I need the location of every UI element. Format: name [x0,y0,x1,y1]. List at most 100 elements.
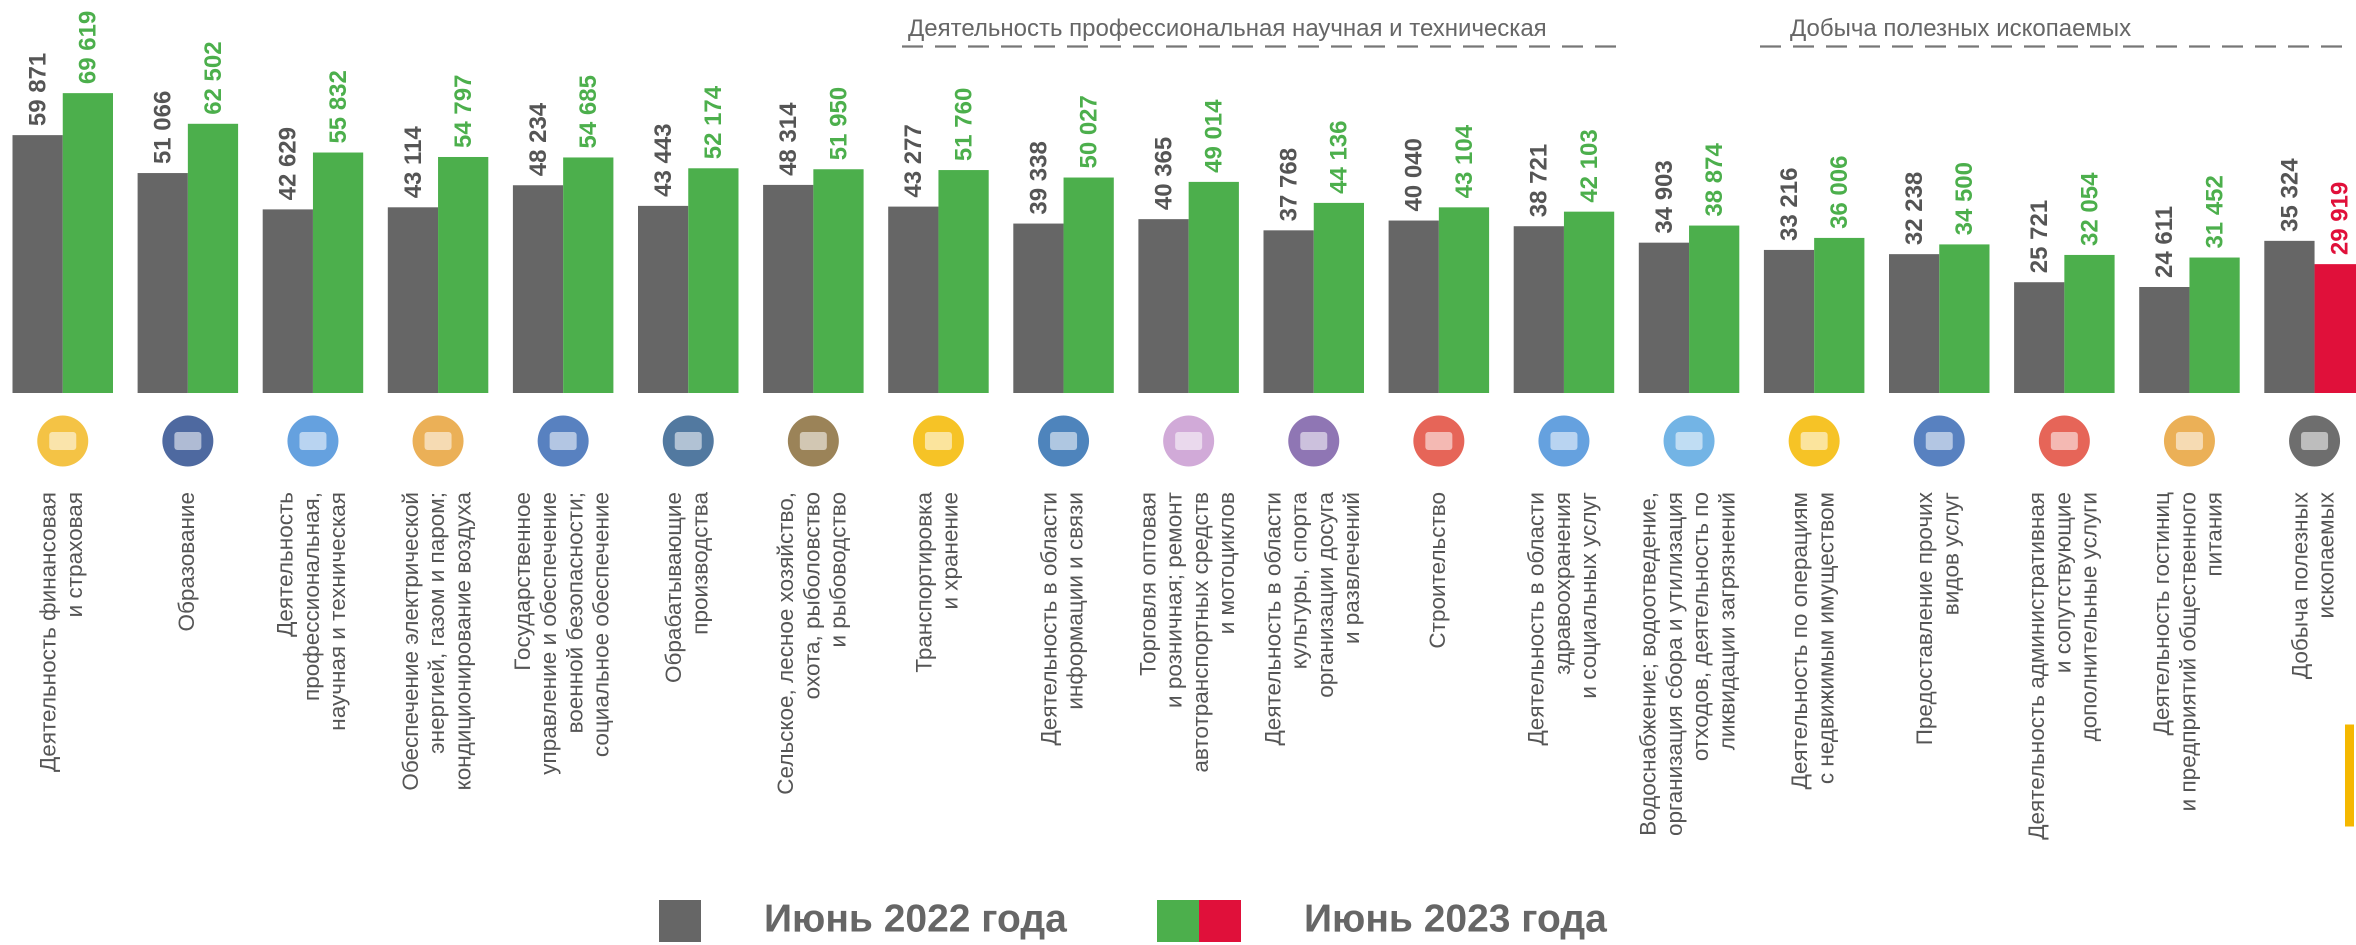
bar [63,93,113,393]
category-label: Деятельность в областикультуры, спортаор… [1260,492,1364,746]
value-label: 36 006 [1826,156,1853,229]
value-label: 43 277 [900,124,927,197]
icon [1676,432,1703,450]
legend-label: Июнь 2023 года [1304,897,1607,940]
category-label: Добыча полезныхископаемых [2287,491,2338,679]
value-label: 31 452 [2201,175,2228,248]
category-label: Деятельность финансоваяи страховая [36,492,87,772]
category-label: Государственноеуправление и обеспечениев… [510,492,614,775]
category-label: Сельское, лесное хозяйство,охота, рыболо… [773,492,850,795]
bar [1013,224,1063,393]
value-label: 42 103 [1576,129,1603,202]
bar [2064,255,2114,393]
bar [513,185,563,393]
value-label: 37 768 [1275,148,1302,221]
value-label: 43 104 [1451,124,1478,198]
value-label: 43 443 [650,123,677,196]
bar [563,157,613,393]
bar [1189,182,1239,393]
icon [1175,432,1202,450]
bar [2014,282,2064,393]
icon [425,432,452,450]
value-label: 59 871 [24,53,51,126]
bar [688,168,738,393]
bar [13,135,63,393]
bar [1514,226,1564,393]
value-label: 34 903 [1651,160,1678,233]
value-label: 50 027 [1076,95,1103,168]
icon [675,432,702,450]
icon [2051,432,2078,450]
legend-swatch [659,900,701,942]
category-label: Образование [174,492,199,631]
category-label: Обрабатывающиепроизводства [661,492,712,683]
bar [2189,258,2239,393]
icon [925,432,952,450]
chart: Деятельность профессиональная научная и … [0,0,2356,945]
category-label: Строительство [1425,492,1450,649]
value-label: 52 174 [700,85,727,159]
decor [2345,725,2354,827]
bar [1389,221,1439,393]
icon [2176,432,2203,450]
value-label: 69 619 [75,11,102,84]
legend-swatch [1199,900,1241,942]
bar [638,206,688,393]
icon [174,432,201,450]
legend-swatch [1157,900,1199,942]
value-label: 38 874 [1701,143,1728,217]
value-label: 43 114 [400,126,427,199]
bar [2139,287,2189,393]
value-label: 35 324 [2276,158,2303,232]
value-label: 34 500 [1951,162,1978,235]
category-label: Водоснабжение; водоотведение,организация… [1636,492,1740,836]
bar [1564,212,1614,393]
bar [938,170,988,393]
value-label: 33 216 [1776,168,1803,241]
icon [49,432,76,450]
icon [1550,432,1577,450]
icon [1050,432,1077,450]
value-label: 40 040 [1401,138,1428,211]
legend-label: Июнь 2022 года [764,897,1067,940]
bar [1639,243,1689,393]
bar [2315,264,2356,393]
bar [763,185,813,393]
bar [1764,250,1814,393]
value-label: 40 365 [1150,137,1177,210]
category-label: Деятельность в областиинформации и связи [1036,492,1087,745]
annotation: Добыча полезных ископаемых [1790,15,2131,42]
icon [1801,432,1828,450]
value-label: 32 054 [2076,172,2103,246]
category-label: Деятельность административнаяи сопутству… [2024,492,2102,840]
category-label: Торговля оптоваяи розничная; ремонтавтот… [1135,492,1239,773]
icon [299,432,326,450]
value-label: 24 611 [2151,206,2178,278]
bar [1439,207,1489,393]
bar [188,124,238,393]
category-label: Транспортировкаи хранение [911,492,962,673]
bar [2264,241,2314,393]
bar [1138,219,1188,393]
bar [388,207,438,393]
bar [438,157,488,393]
category-label: Деятельность в областиздравоохраненияи с… [1524,492,1602,745]
bar [1814,238,1864,393]
value-label: 54 797 [450,75,477,148]
bar [1889,254,1939,393]
category-label: Деятельностьпрофессиональная,научная и т… [273,492,351,731]
bar [138,173,188,393]
value-label: 51 066 [150,91,177,164]
bar [1264,230,1314,393]
icon [800,432,827,450]
icon [1926,432,1953,450]
bar [1689,226,1739,393]
value-label: 54 685 [575,75,602,148]
value-label: 48 234 [525,102,552,176]
value-label: 29 919 [2327,182,2354,255]
value-label: 44 136 [1326,120,1353,193]
bar [813,169,863,393]
value-label: 32 238 [1901,172,1928,245]
category-label: Предоставление прочихвидов услуг [1912,491,1963,745]
icon [2301,432,2328,450]
